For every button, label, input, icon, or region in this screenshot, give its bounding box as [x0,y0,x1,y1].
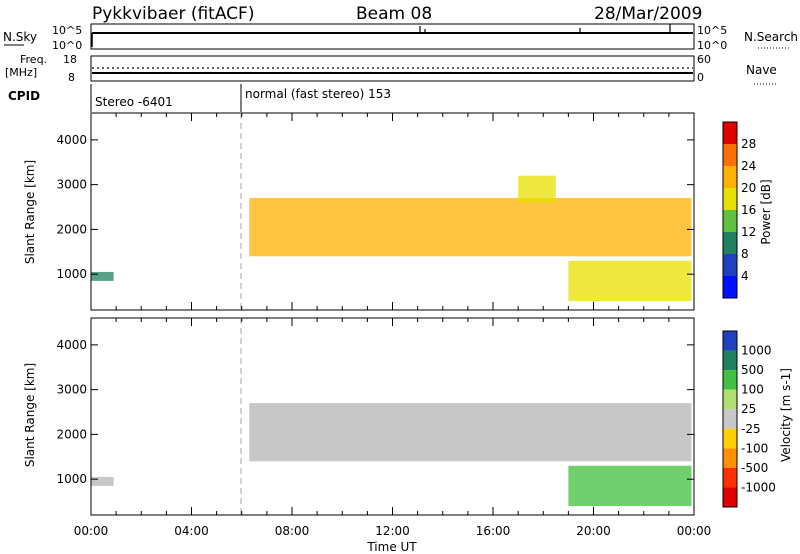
x-tick-label: 04:00 [174,524,209,538]
nave-tick-top: 60 [697,53,711,66]
power-colorbar-tick-label: 24 [741,159,756,173]
freq-tick-top: 18 [63,53,77,66]
velocity-colorbar-tick-label: 25 [741,402,756,416]
velocity-ylabel: Slant Range [km] [23,363,37,467]
power-colorbar-segment [723,166,737,188]
velocity-colorbar-tick-label: -25 [741,422,761,436]
power-colorbar-tick-label: 16 [741,203,756,217]
power-colorbar-segment [723,122,737,144]
beam-title: Beam 08 [356,4,432,24]
nsky-tick-top: 10^5 [52,24,82,37]
nave-tick-bottom: 0 [697,71,704,84]
power-echo-band [249,198,692,257]
velocity-colorbar-tick-label: 1000 [741,344,772,358]
nsearch-tick-bottom: 10^0 [697,39,727,52]
velocity-ytick-label: 1000 [56,472,87,486]
power-colorbar-segment [723,188,737,210]
nave-label: Nave [746,63,777,77]
nsearch-label: N.Search [744,30,798,44]
velocity-colorbar-tick-label: 500 [741,363,764,377]
power-colorbar-tick-label: 12 [741,225,756,239]
power-colorbar-label: Power [dB] [759,179,773,244]
power-colorbar-segment [723,210,737,232]
velocity-echo-band [249,403,692,462]
velocity-ytick-label: 2000 [56,427,87,441]
power-colorbar: 28 24 20 16 12 8 4 [722,121,756,299]
power-echo-band [568,260,692,302]
freq-tick-bottom: 8 [68,71,75,84]
cpid-segment-2: normal (fast stereo) 153 [245,87,391,101]
freq-panel [90,55,695,82]
velocity-colorbar-segment [723,331,737,351]
velocity-echo-band [91,476,114,486]
power-colorbar-tick-label: 4 [741,269,749,283]
velocity-y-axis: 1000 2000 3000 4000 [56,338,694,486]
velocity-colorbar: 1000 500 100 25 -25 -100 -500 -1000 [722,330,776,508]
power-colorbar-tick-label: 20 [741,181,756,195]
velocity-echo-layer [91,403,692,507]
freq-label-2: [MHz] [5,66,37,79]
power-ytick-label: 3000 [56,178,87,192]
nsearch-tick-top: 10^5 [697,24,727,37]
power-ylabel: Slant Range [km] [23,160,37,264]
nsky-spikes [419,24,671,33]
x-tick-label: 16:00 [476,524,511,538]
x-tick-label: 12:00 [375,524,410,538]
velocity-colorbar-segment [723,370,737,390]
power-colorbar-segment [723,254,737,276]
power-colorbar-segment [723,232,737,254]
power-ytick-label: 2000 [56,222,87,236]
velocity-ytick-label: 3000 [56,383,87,397]
time-x-axis: 00:00 04:00 08:00 12:00 16:00 20:00 00:00 [74,113,712,538]
x-tick-label: 20:00 [576,524,611,538]
power-colorbar-tick-label: 28 [741,137,756,151]
power-ytick-label: 4000 [56,133,87,147]
velocity-colorbar-tick-label: -500 [741,461,768,475]
x-tick-label: 00:00 [74,524,109,538]
velocity-colorbar-segment [723,448,737,468]
power-colorbar-segment [723,276,737,298]
velocity-colorbar-segment [723,350,737,371]
nsky-panel [90,23,695,50]
cpid-segment-1: Stereo -6401 [95,95,173,109]
velocity-colorbar-label: Velocity [m s-1] [779,368,793,462]
power-y-axis: 1000 2000 3000 4000 [56,133,694,281]
power-colorbar-tick-label: 8 [741,247,749,261]
velocity-colorbar-tick-label: -100 [741,441,768,455]
velocity-colorbar-tick-label: 100 [741,383,764,397]
power-echo-layer [91,175,692,302]
velocity-colorbar-frame [722,330,738,508]
x-axis-label: Time UT [366,540,417,554]
power-colorbar-segment [723,144,737,166]
station-title: Pykkvibaer (fitACF) [92,4,254,24]
power-colorbar-frame [722,121,738,299]
velocity-colorbar-segment [723,389,737,410]
date-title: 28/Mar/2009 [594,4,702,24]
velocity-colorbar-segment [723,409,737,429]
power-echo-band [91,271,114,281]
velocity-colorbar-segment [723,428,737,449]
x-tick-label: 08:00 [275,524,310,538]
freq-label-1: Freq. [20,53,47,66]
cpid-label: CPID [8,89,40,103]
velocity-colorbar-segment [723,487,737,507]
nsky-label: N.Sky [3,30,37,44]
velocity-colorbar-segment [723,467,737,488]
nsky-tick-bottom: 10^0 [52,39,82,52]
velocity-ytick-label: 4000 [56,338,87,352]
power-ytick-label: 1000 [56,267,87,281]
x-tick-label: 00:00 [677,524,712,538]
velocity-colorbar-tick-label: -1000 [741,480,776,494]
velocity-echo-band [568,465,692,507]
power-echo-band [518,175,556,203]
